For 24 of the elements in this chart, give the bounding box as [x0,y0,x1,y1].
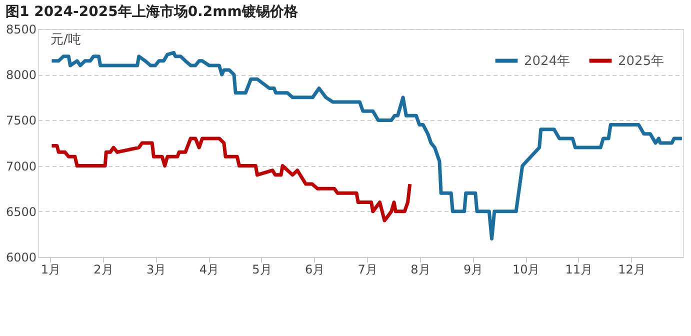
line-series [50,50,683,241]
x-tick-label: 3月 [146,262,166,276]
x-tick-label: 10月 [512,262,540,276]
x-tick-label: 9月 [463,262,484,276]
x-tick-label: 12月 [618,262,646,276]
y-tick-label: 6500 [6,204,36,219]
x-tick-label: 5月 [252,262,272,276]
x-tick-label: 11月 [565,262,593,276]
x-tick-label: 6月 [304,262,325,276]
legend-label: 2024年 [524,54,570,69]
y-tick-label: 7500 [6,114,36,128]
x-tick-label: 2月 [94,262,114,276]
legend-label: 2025年 [618,54,664,69]
x-tick-label: 8月 [410,262,430,276]
y-axis-title: 元/吨 [50,32,81,48]
x-tick-label: 1月 [40,262,60,276]
y-tick-label: 8500 [6,22,36,36]
line-series [50,136,412,222]
y-tick-label: 6000 [6,250,36,264]
y-tick-label: 8000 [6,68,36,82]
chart-title: 图1 2024-2025年上海市场0.2mm镀锡价格 [5,3,299,20]
y-tick-label: 7000 [6,159,36,174]
x-tick-label: 7月 [358,262,378,276]
x-tick-label: 4月 [199,262,219,276]
